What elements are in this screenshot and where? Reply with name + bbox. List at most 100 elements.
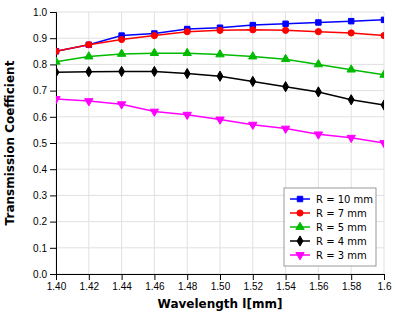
- y-axis-tick-mark: [50, 169, 56, 170]
- series-point: [381, 100, 384, 110]
- series: [56, 97, 384, 148]
- series-line: [56, 20, 384, 51]
- y-axis-tick: 0.1: [33, 243, 56, 254]
- y-axis-tick: 1.0: [33, 7, 56, 18]
- x-axis-tick-label: 1.48: [178, 281, 198, 292]
- x-axis-tick: 1.40: [47, 274, 67, 292]
- series-point: [283, 21, 288, 26]
- x-axis-tick-label: 1.50: [211, 281, 231, 292]
- series-point: [347, 135, 355, 142]
- y-axis-tick: 0.7: [33, 85, 56, 96]
- series-line: [56, 71, 384, 105]
- grid-line-y: [56, 169, 384, 170]
- x-axis-tick: 1.58: [342, 274, 362, 292]
- legend-swatch-marker: [297, 210, 303, 216]
- x-axis-tick-label: 1.42: [80, 281, 100, 292]
- y-axis-tick: 0.2: [33, 216, 56, 227]
- chart-container: 1.401.421.441.461.481.501.521.541.561.58…: [0, 0, 398, 316]
- y-axis-tick-label: 0.0: [33, 269, 47, 280]
- series-point: [281, 54, 289, 61]
- y-axis-tick-label: 0.4: [33, 164, 47, 175]
- x-axis-tick: 1.6: [378, 274, 392, 292]
- x-axis-tick-label: 1.58: [342, 281, 362, 292]
- grid-line-y: [56, 90, 384, 91]
- series-point: [250, 76, 256, 86]
- series-point: [183, 112, 191, 119]
- series-point: [380, 141, 384, 148]
- x-axis-tick-mark: [351, 274, 352, 280]
- y-axis-tick-mark: [50, 91, 56, 92]
- chart-svg: 1.401.421.441.461.481.501.521.541.561.58…: [0, 0, 398, 316]
- plot-area: 1.401.421.441.461.481.501.521.541.561.58…: [33, 7, 392, 292]
- series-point: [216, 117, 224, 124]
- legend-item: R = 7 mm: [290, 208, 367, 219]
- series-point: [119, 36, 125, 42]
- series-point: [150, 48, 158, 55]
- series-point: [119, 66, 125, 76]
- y-axis-tick-mark: [50, 248, 56, 249]
- legend: R = 10 mmR = 7 mmR = 5 mmR = 4 mmR = 3 m…: [284, 188, 376, 266]
- y-axis-tick: 0.6: [33, 112, 56, 123]
- series-point: [183, 48, 191, 55]
- series-point: [315, 29, 321, 35]
- x-axis-tick: 1.42: [80, 274, 100, 292]
- x-axis-tick-mark: [154, 274, 155, 280]
- legend-swatch-marker: [296, 253, 304, 260]
- x-axis-tick: 1.54: [276, 274, 296, 292]
- series-point: [56, 97, 60, 104]
- legend-item: R = 10 mm: [290, 194, 373, 205]
- grid-line-y: [56, 143, 384, 144]
- x-axis-tick-label: 1.40: [47, 281, 67, 292]
- x-axis-tick: 1.50: [211, 274, 231, 292]
- series-point: [249, 122, 257, 129]
- series-point: [86, 42, 91, 47]
- series-point: [216, 50, 224, 57]
- series-point: [184, 68, 190, 78]
- legend-swatch-marker: [297, 196, 302, 201]
- y-axis-tick: 0.4: [33, 164, 56, 175]
- y-axis-tick-mark: [50, 143, 56, 144]
- series-point: [380, 70, 384, 77]
- series-point: [85, 52, 93, 59]
- y-axis-tick: 0.8: [33, 59, 56, 70]
- y-axis-tick: 0.3: [33, 190, 56, 201]
- series: [56, 17, 384, 54]
- series-point: [314, 60, 322, 67]
- y-axis-tick-mark: [50, 195, 56, 196]
- legend-item: R = 3 mm: [290, 250, 367, 261]
- series-point: [85, 99, 93, 106]
- x-axis-tick: 1.48: [178, 274, 198, 292]
- y-axis-tick-mark: [50, 117, 56, 118]
- y-axis-title: Transmission Coefficient: [3, 60, 17, 225]
- series-point: [56, 57, 60, 64]
- series-point: [56, 49, 59, 54]
- legend-label: R = 4 mm: [316, 236, 367, 247]
- legend-item: R = 4 mm: [290, 236, 367, 247]
- y-axis-tick-label: 1.0: [33, 7, 47, 18]
- grid-line-y: [56, 38, 384, 39]
- series-point: [348, 30, 354, 36]
- series-point: [117, 49, 125, 56]
- y-axis-tick: 0.0: [33, 269, 56, 280]
- marks: [56, 17, 384, 148]
- y-axis-tick-mark: [50, 222, 56, 223]
- x-axis-tick: 1.46: [145, 274, 165, 292]
- x-axis-tick-mark: [89, 274, 90, 280]
- series-point: [56, 48, 59, 54]
- x-axis: 1.401.421.441.461.481.501.521.541.561.58…: [47, 274, 392, 292]
- x-axis-tick-mark: [286, 274, 287, 280]
- y-axis-domain: [50, 13, 57, 275]
- x-axis-tick-mark: [187, 274, 188, 280]
- x-axis-tick-label: 1.44: [112, 281, 132, 292]
- x-axis-tick: 1.44: [112, 274, 132, 292]
- x-axis-tick: 1.52: [244, 274, 264, 292]
- series-point: [283, 27, 289, 33]
- series-point: [217, 27, 223, 33]
- x-axis-tick-label: 1.6: [378, 281, 392, 292]
- y-axis-tick-mark: [50, 274, 56, 275]
- series-point: [348, 95, 354, 105]
- legend-swatch-marker: [296, 222, 304, 229]
- series-point: [347, 65, 355, 72]
- series: [56, 66, 384, 110]
- y-axis-tick: 0.9: [33, 33, 56, 44]
